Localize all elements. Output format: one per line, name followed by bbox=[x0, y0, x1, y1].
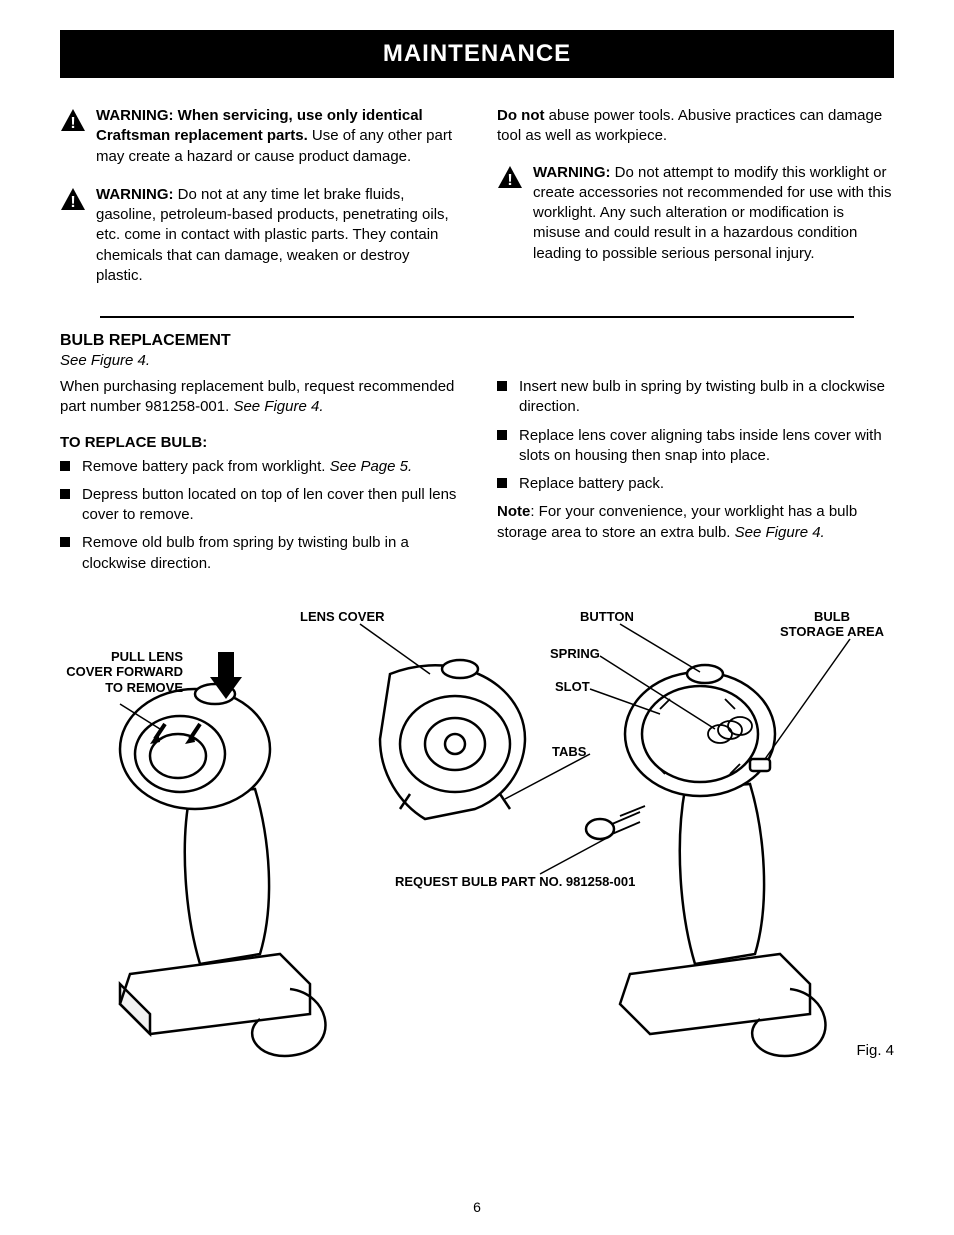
label-request-bulb: REQUEST BULB PART NO. 981258-001 bbox=[395, 874, 635, 890]
lens-cover-icon bbox=[380, 660, 525, 819]
label-spring: SPRING bbox=[550, 646, 600, 662]
worklight-left-icon bbox=[120, 652, 325, 1056]
donot-lead: Do not bbox=[497, 107, 544, 124]
warning-2: ! WARNING: Do not at any time let brake … bbox=[60, 185, 457, 286]
list-item: Insert new bulb in spring by twisting bu… bbox=[497, 377, 894, 418]
worklight-right-icon bbox=[620, 665, 825, 1056]
bulb-left-list: Remove battery pack from worklight. See … bbox=[60, 457, 457, 574]
list-item: Remove old bulb from spring by twisting … bbox=[60, 533, 457, 574]
item-text: Insert new bulb in spring by twisting bu… bbox=[519, 378, 885, 415]
warning-lead: WARNING: bbox=[96, 186, 174, 203]
list-item: Remove battery pack from worklight. See … bbox=[60, 457, 457, 477]
warning-triangle-icon: ! bbox=[60, 108, 86, 138]
bulb-section-title: BULB REPLACEMENT bbox=[60, 332, 894, 350]
note-italic: See Figure 4. bbox=[735, 524, 825, 541]
warning-triangle-icon: ! bbox=[497, 165, 523, 195]
donot-para: Do not abuse power tools. Abusive practi… bbox=[497, 106, 894, 147]
label-bulb-storage: BULB STORAGE AREA bbox=[780, 609, 884, 640]
label-tabs: TABS bbox=[552, 744, 586, 760]
note-lead: Note bbox=[497, 503, 530, 520]
svg-text:!: ! bbox=[70, 115, 75, 132]
label-lens-cover: LENS COVER bbox=[300, 609, 385, 625]
item-text: Replace battery pack. bbox=[519, 475, 664, 492]
bulb-figref: See Figure 4. bbox=[60, 352, 894, 369]
warning-2-text: WARNING: Do not at any time let brake fl… bbox=[96, 185, 457, 286]
to-replace-title: TO REPLACE BULB: bbox=[60, 434, 457, 451]
bulb-right-list: Insert new bulb in spring by twisting bu… bbox=[497, 377, 894, 494]
warning-1: ! WARNING: When servicing, use only iden… bbox=[60, 106, 457, 167]
item-text: Replace lens cover aligning tabs inside … bbox=[519, 427, 882, 464]
warnings-left-col: ! WARNING: When servicing, use only iden… bbox=[60, 106, 457, 304]
label-button: BUTTON bbox=[580, 609, 634, 625]
bulb-intro: When purchasing replacement bulb, reques… bbox=[60, 377, 457, 418]
warnings-columns: ! WARNING: When servicing, use only iden… bbox=[60, 106, 894, 304]
item-text: Remove old bulb from spring by twisting … bbox=[82, 534, 409, 571]
label-pull-lens: PULL LENS COVER FORWARD TO REMOVE bbox=[63, 649, 183, 696]
warning-1-text: WARNING: When servicing, use only identi… bbox=[96, 106, 457, 167]
list-item: Depress button located on top of len cov… bbox=[60, 485, 457, 526]
item-text: Depress button located on top of len cov… bbox=[82, 486, 456, 523]
item-text: Remove battery pack from worklight. bbox=[82, 458, 330, 475]
item-italic: See Page 5. bbox=[330, 458, 413, 475]
svg-text:!: ! bbox=[70, 194, 75, 211]
warning-lead: WARNING: bbox=[533, 164, 611, 181]
warnings-right-col: Do not abuse power tools. Abusive practi… bbox=[497, 106, 894, 304]
figure-svg bbox=[60, 594, 894, 1074]
page-number: 6 bbox=[0, 1199, 954, 1215]
bulb-columns: When purchasing replacement bulb, reques… bbox=[60, 377, 894, 582]
bulb-left-col: When purchasing replacement bulb, reques… bbox=[60, 377, 457, 582]
figure-caption: Fig. 4 bbox=[856, 1042, 894, 1059]
section-header: MAINTENANCE bbox=[60, 30, 894, 78]
bulb-intro-b: See Figure 4. bbox=[233, 398, 323, 415]
bulb-right-col: Insert new bulb in spring by twisting bu… bbox=[497, 377, 894, 582]
bulb-note: Note: For your convenience, your worklig… bbox=[497, 502, 894, 543]
warning-triangle-icon: ! bbox=[60, 187, 86, 217]
warning-3: ! WARNING: Do not attempt to modify this… bbox=[497, 163, 894, 264]
svg-text:!: ! bbox=[507, 172, 512, 189]
label-slot: SLOT bbox=[555, 679, 590, 695]
list-item: Replace lens cover aligning tabs inside … bbox=[497, 426, 894, 467]
divider-rule bbox=[100, 316, 854, 318]
figure-4: PULL LENS COVER FORWARD TO REMOVE LENS C… bbox=[60, 594, 894, 1074]
warning-lead: WARNING: bbox=[96, 107, 174, 124]
warning-3-text: WARNING: Do not attempt to modify this w… bbox=[533, 163, 894, 264]
list-item: Replace battery pack. bbox=[497, 474, 894, 494]
donot-rest: abuse power tools. Abusive practices can… bbox=[497, 107, 882, 144]
bulb-icon bbox=[586, 806, 645, 839]
